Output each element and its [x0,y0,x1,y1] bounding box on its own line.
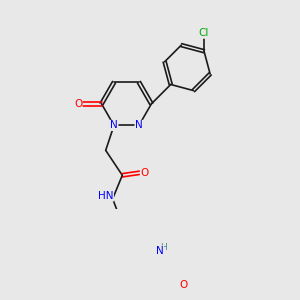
Text: Cl: Cl [199,28,209,38]
Text: N: N [156,246,164,256]
Text: HN: HN [98,191,113,201]
Text: O: O [74,99,82,109]
Text: N: N [135,120,143,130]
Text: H: H [160,243,167,252]
Text: N: N [110,120,118,130]
Text: O: O [140,167,148,178]
Text: O: O [179,280,187,290]
